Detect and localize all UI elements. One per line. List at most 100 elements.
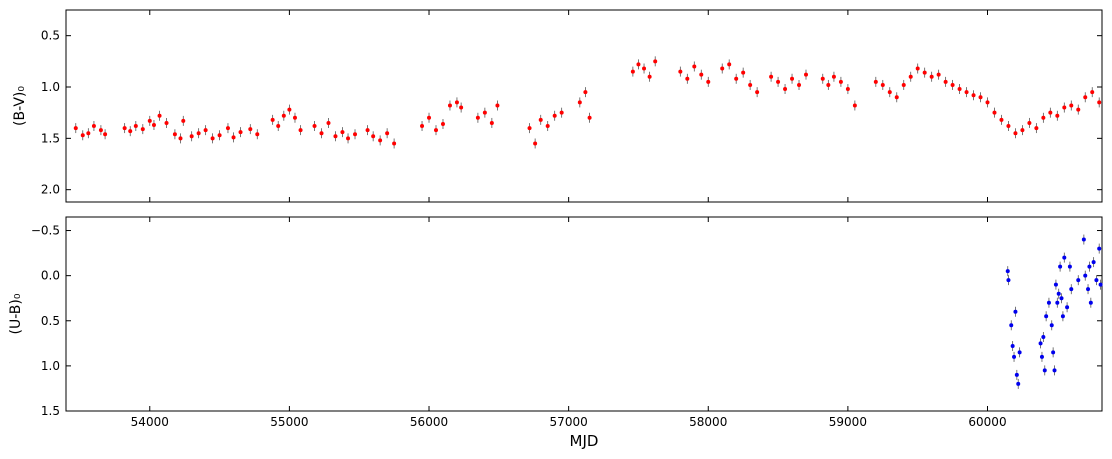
ub-data-point [1016, 381, 1021, 386]
bv-data-point [545, 124, 550, 129]
bv-data-point [346, 136, 351, 141]
bv-data-point [1020, 128, 1025, 133]
ub-data-point [1076, 278, 1081, 283]
ub-data-point [1059, 296, 1064, 301]
bv-data-point [1034, 126, 1039, 131]
bv-data-point [196, 131, 201, 136]
ub-data-point [1039, 354, 1044, 359]
bv-data-point [434, 128, 438, 133]
ub-data-point [1083, 273, 1088, 278]
bv-data-point [1055, 113, 1060, 118]
bv-data-point [538, 117, 543, 122]
bv-data-point [210, 136, 215, 141]
bv-data-point [769, 74, 774, 79]
ub-data-point [1091, 260, 1096, 265]
ub-data-point [1012, 354, 1017, 359]
bv-data-point [577, 100, 582, 105]
ub-plot-frame [65, 216, 1103, 412]
bv-data-point [122, 126, 127, 131]
ub-data-point [1087, 264, 1092, 269]
bv-data-point [151, 122, 156, 127]
ub-data-point [1044, 314, 1049, 319]
bv-data-point [559, 110, 564, 115]
ub-data-point [1053, 282, 1058, 287]
bv-data-point [238, 130, 243, 135]
bv-data-point [178, 136, 183, 141]
bv-data-point [971, 93, 976, 98]
bv-data-point [699, 72, 704, 77]
ub-ticks: 54000 55000 56000 57000 58000 59000 60000 −0.5 0… [31, 217, 1102, 429]
x-axis-label: MJD [570, 432, 599, 450]
bv-data-point [365, 128, 370, 133]
bv-data-point [583, 90, 588, 95]
ub-data-point [1049, 323, 1054, 328]
ub-data-point [1060, 314, 1065, 319]
ub-data-point [1006, 278, 1011, 283]
ub-data-point [1088, 300, 1093, 305]
ub-data-point [1062, 255, 1067, 260]
bv-data-point [630, 69, 635, 74]
bv-data-point [922, 70, 927, 75]
bv-data-point [333, 134, 338, 139]
bv-data-point [943, 79, 948, 84]
bv-data-point [527, 126, 532, 131]
bv-data-point [880, 82, 885, 87]
bv-data-point [385, 131, 390, 136]
bv-data-point [98, 128, 103, 133]
bv-data-point [287, 107, 292, 112]
bv-data-point [392, 141, 397, 146]
bv-data-point [985, 100, 990, 105]
bv-data-point [936, 72, 941, 77]
bv-data-point [312, 124, 317, 129]
bv-data-point [91, 124, 96, 129]
ub-data-point [1069, 287, 1074, 292]
ub-data-point [1055, 300, 1060, 305]
bv-data-point [706, 79, 711, 84]
ub-data-point [1051, 350, 1056, 355]
ub-y-axis-label: (U-B)₀ [8, 293, 24, 334]
x-tick-label: 57000 [550, 415, 588, 429]
ub-data-point [1065, 305, 1070, 310]
bv-data-point [894, 95, 899, 100]
bv-data-point [353, 132, 358, 137]
bv-data-point [147, 118, 152, 123]
bv-data-point [319, 131, 324, 136]
bv-data-point [73, 126, 78, 131]
bv-data-point [908, 74, 913, 79]
bv-data-point [1090, 90, 1095, 95]
bv-data-point [727, 62, 732, 67]
bv-data-point [447, 103, 452, 108]
ub-data-point [1014, 372, 1019, 377]
ub-data-point [1005, 269, 1010, 274]
bv-data-point [427, 115, 432, 120]
bv-data-point [587, 115, 592, 120]
ub-data-point [1041, 335, 1046, 340]
bv-data-point [642, 66, 647, 71]
bv-data-point [734, 76, 739, 81]
ub-y-tick-label: 0.0 [41, 269, 60, 283]
bv-data-point [255, 132, 260, 137]
bv-data-point [826, 82, 831, 87]
x-tick-label: 54000 [131, 415, 169, 429]
bv-data-point [873, 79, 878, 84]
bv-data-point [999, 117, 1004, 122]
bv-data-point [459, 105, 464, 110]
x-tick-label: 60000 [968, 415, 1006, 429]
bv-data-point [172, 132, 177, 137]
bv-data-point [533, 141, 538, 146]
ub-data-point [1094, 278, 1099, 283]
ub-data-point [1009, 323, 1014, 328]
ub-data-point [1042, 368, 1047, 373]
bv-data-point [978, 95, 983, 100]
bv-data-point [831, 74, 836, 79]
bv-data-point [281, 113, 286, 118]
bv-data-point [804, 72, 808, 77]
ub-data-point [1098, 282, 1103, 287]
bv-plot-frame [65, 9, 1103, 203]
bv-data-point [783, 87, 788, 92]
bv-data-point [755, 90, 760, 95]
bv-y-tick-label: 1.5 [41, 131, 60, 145]
bv-data-point [140, 127, 145, 132]
ub-data-points [1005, 234, 1103, 389]
